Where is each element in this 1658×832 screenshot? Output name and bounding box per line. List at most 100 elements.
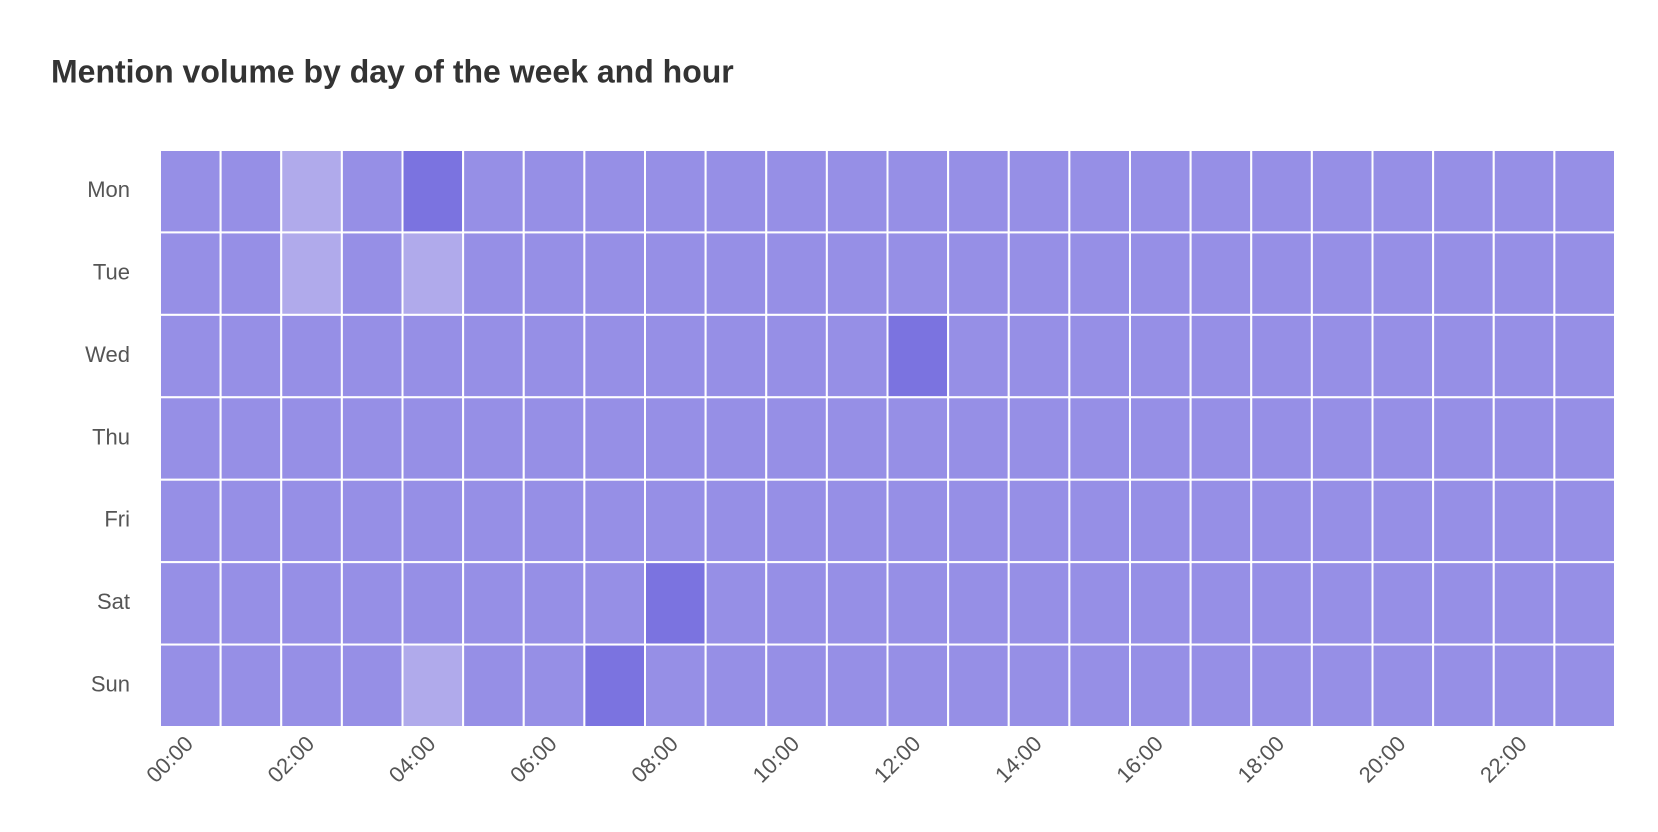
heatmap-cell	[1068, 149, 1131, 234]
heatmap-cell	[1371, 313, 1435, 399]
heatmap-cell	[1189, 231, 1253, 316]
heatmap-cell	[219, 478, 283, 564]
heatmap-cell	[159, 478, 222, 564]
heatmap-cell	[1371, 396, 1435, 481]
heatmap-cell	[1189, 149, 1253, 234]
heatmap-cell	[219, 231, 283, 316]
x-tick-label: 08:00	[626, 731, 683, 788]
heatmap-cell	[522, 149, 586, 234]
heatmap-cell	[583, 149, 646, 234]
heatmap-cell	[1007, 149, 1071, 234]
heatmap-cell	[1492, 231, 1556, 316]
heatmap-cell	[280, 396, 343, 481]
heatmap-cell	[1007, 561, 1071, 646]
heatmap-cell	[644, 149, 707, 234]
heatmap-cell	[1371, 561, 1435, 646]
heatmap-cell	[340, 643, 404, 728]
heatmap-cell	[704, 478, 768, 564]
heatmap-cell	[1129, 313, 1192, 399]
heatmap-cell	[159, 231, 222, 316]
x-tick-label: 04:00	[384, 731, 441, 788]
heatmap-cell	[1189, 396, 1253, 481]
heatmap-cell	[219, 313, 283, 399]
heatmap-cell	[1432, 478, 1495, 564]
heatmap-cell	[1310, 231, 1374, 316]
x-tick-label: 22:00	[1475, 731, 1532, 788]
heatmap-cell	[765, 561, 828, 646]
heatmap-cell	[1250, 149, 1313, 234]
heatmap-cell	[704, 313, 768, 399]
heatmap-cell	[1310, 149, 1374, 234]
heatmap-cell	[825, 561, 889, 646]
heatmap-cell	[462, 313, 525, 399]
heatmap-cell	[1310, 313, 1374, 399]
heatmap-cell	[1189, 643, 1253, 728]
heatmap-cell	[159, 313, 222, 399]
heatmap-cell	[947, 313, 1010, 399]
y-tick-label: Mon	[87, 177, 130, 202]
heatmap-cell	[583, 313, 646, 399]
y-tick-label: Wed	[85, 342, 130, 367]
heatmap-cell	[1371, 643, 1435, 728]
heatmap-cell	[1492, 149, 1556, 234]
heatmap-cell	[1250, 313, 1313, 399]
heatmap-cell	[1371, 478, 1435, 564]
heatmap-cell	[280, 478, 343, 564]
x-tick-label: 02:00	[263, 731, 320, 788]
heatmap-cell	[1492, 643, 1556, 728]
heatmap-cell	[583, 561, 646, 646]
x-tick-label: 18:00	[1233, 731, 1290, 788]
heatmap-cell	[522, 396, 586, 481]
heatmap-cell	[1068, 231, 1131, 316]
x-tick-label: 20:00	[1354, 731, 1411, 788]
heatmap-cell	[219, 396, 283, 481]
heatmap-cell	[1371, 231, 1435, 316]
heatmap-cell	[1007, 478, 1071, 564]
heatmap-cell	[401, 149, 465, 234]
chart-title: Mention volume by day of the week and ho…	[51, 53, 734, 89]
heatmap-cell	[1553, 561, 1616, 646]
heatmap-cell	[1007, 313, 1071, 399]
x-tick-label: 00:00	[141, 731, 198, 788]
heatmap-cell	[825, 313, 889, 399]
heatmap-cell	[522, 231, 586, 316]
heatmap-cell	[1007, 396, 1071, 481]
heatmap-cell	[886, 396, 950, 481]
heatmap-cell	[340, 396, 404, 481]
heatmap-cell	[159, 643, 222, 728]
heatmap-cell	[1432, 313, 1495, 399]
heatmap-cell	[219, 643, 283, 728]
heatmap-cell	[401, 396, 465, 481]
heatmap-cell	[401, 643, 465, 728]
heatmap-cell	[644, 643, 707, 728]
heatmap-cell	[825, 643, 889, 728]
y-tick-label: Sat	[97, 589, 130, 614]
heatmap-cell	[1068, 643, 1131, 728]
heatmap-cell	[401, 478, 465, 564]
heatmap-cell	[1492, 478, 1556, 564]
heatmap-cell	[1250, 396, 1313, 481]
heatmap-cell	[704, 396, 768, 481]
heatmap-cell	[825, 231, 889, 316]
heatmap-cell	[644, 561, 707, 646]
heatmap-cell	[1310, 561, 1374, 646]
heatmap-cell	[1007, 643, 1071, 728]
heatmap-cell	[1553, 643, 1616, 728]
heatmap-cell	[765, 231, 828, 316]
heatmap-cell	[462, 478, 525, 564]
heatmap-cell	[340, 478, 404, 564]
heatmap-cell	[1553, 149, 1616, 234]
heatmap-cell	[522, 478, 586, 564]
heatmap-cell	[947, 478, 1010, 564]
heatmap-cell	[1129, 231, 1192, 316]
heatmap-cell	[1250, 231, 1313, 316]
heatmap-cell	[765, 478, 828, 564]
heatmap-cell	[1492, 396, 1556, 481]
heatmap-cell	[583, 396, 646, 481]
heatmap-cell	[704, 643, 768, 728]
heatmap-cell	[522, 643, 586, 728]
heatmap-cell	[886, 313, 950, 399]
heatmap-cell	[825, 478, 889, 564]
heatmap-cell	[644, 396, 707, 481]
